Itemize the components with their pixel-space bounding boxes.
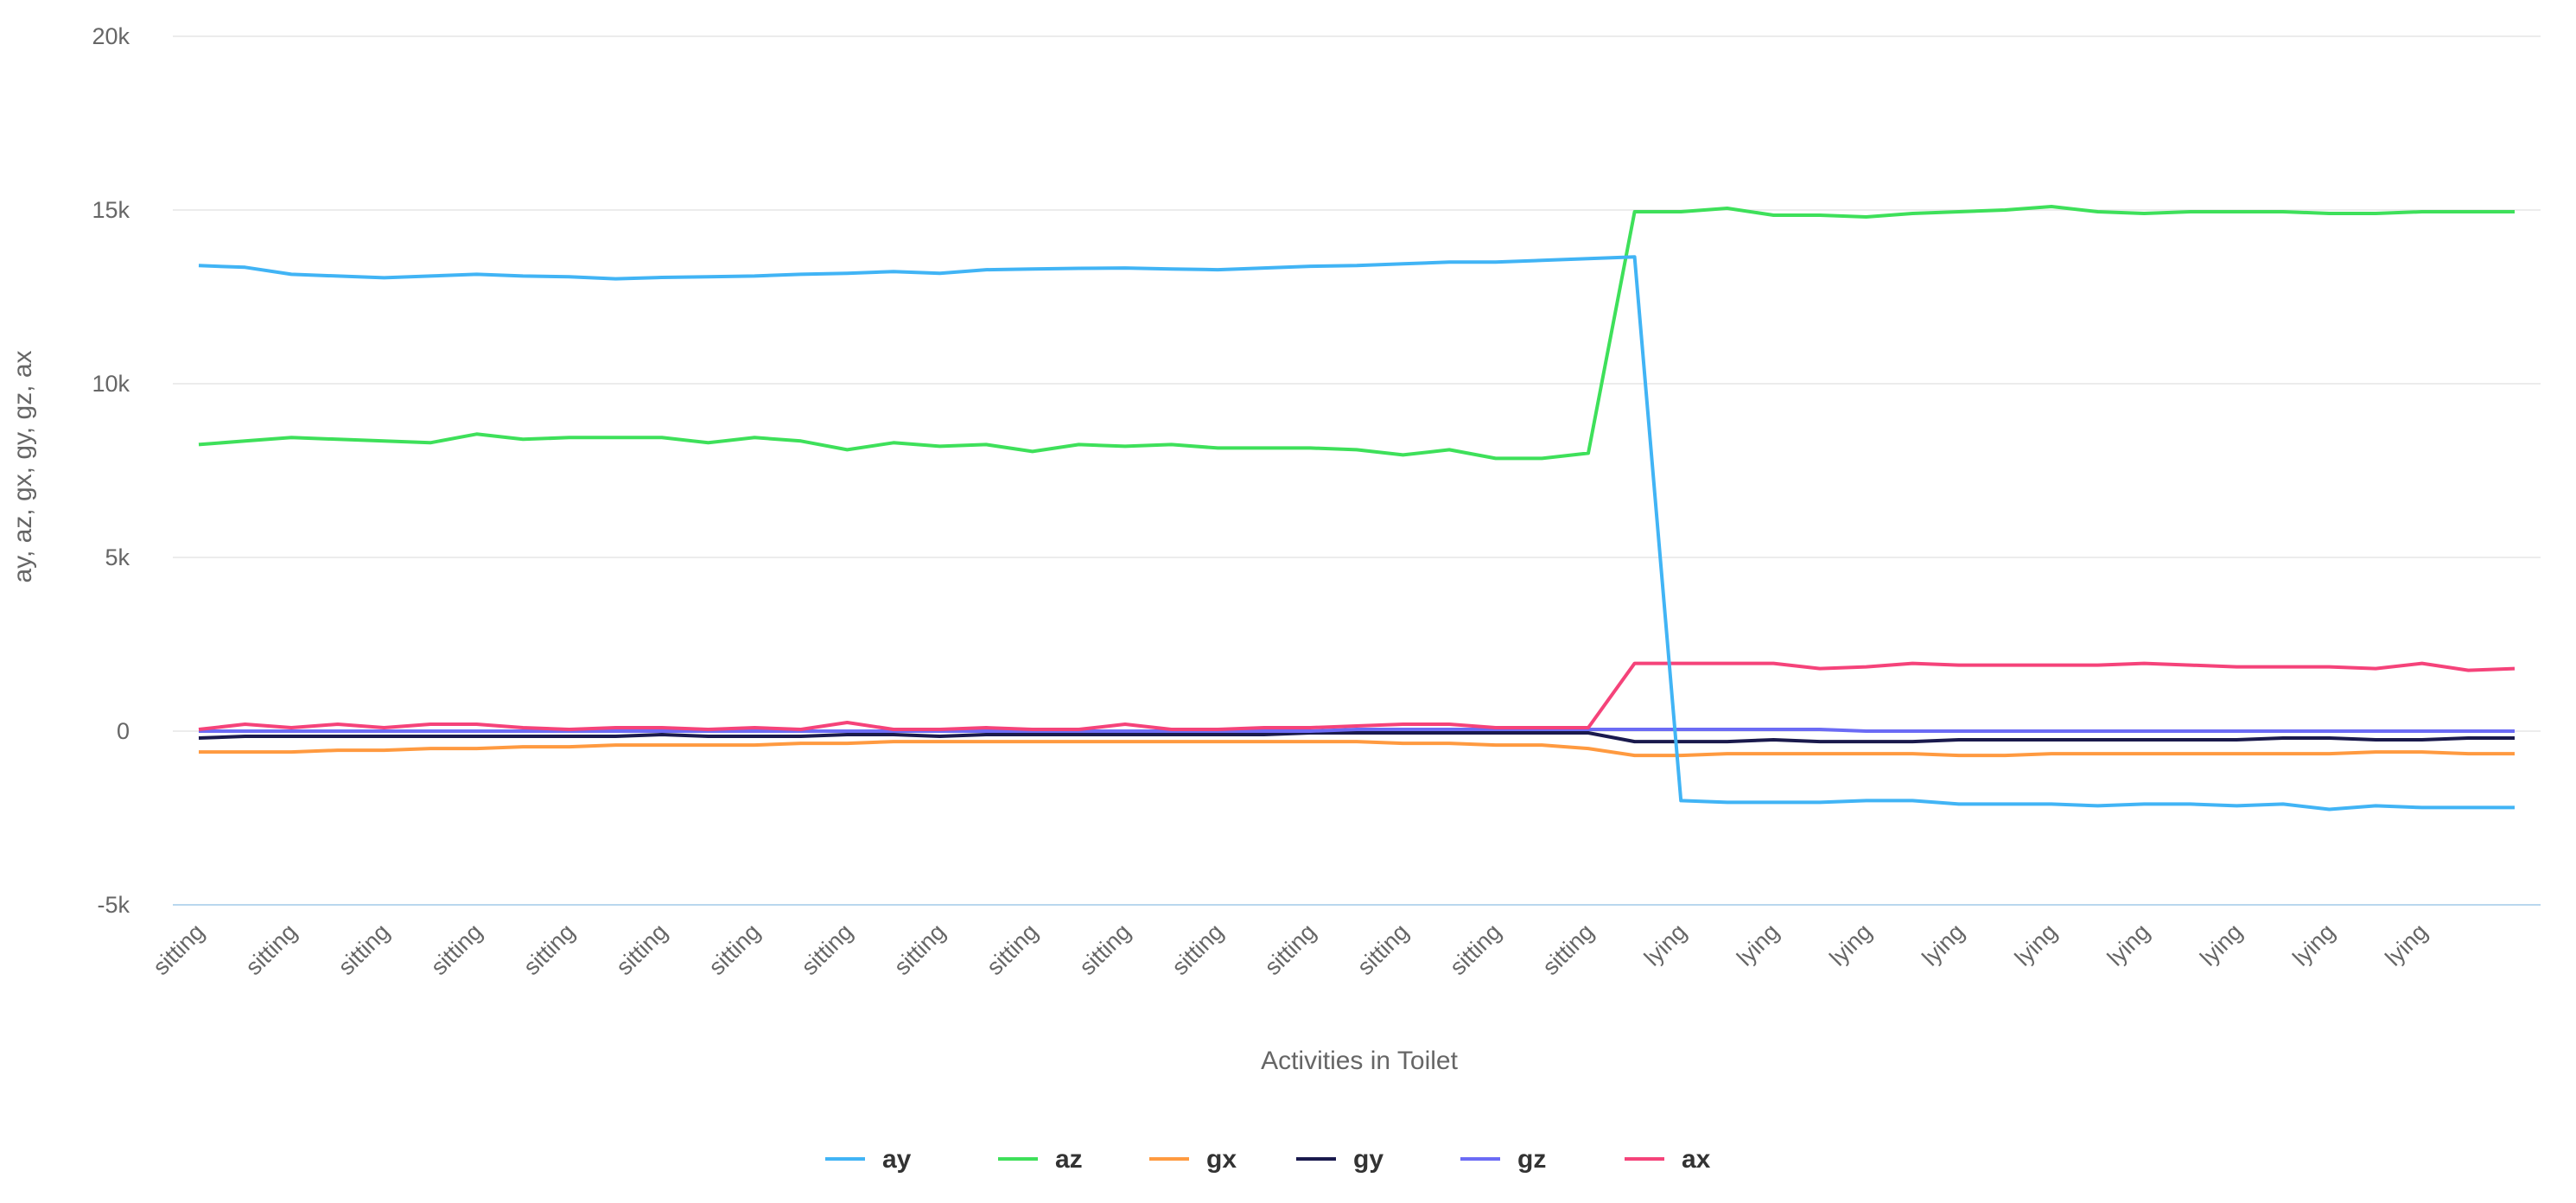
x-tick-label: sitting <box>518 919 580 980</box>
series-line-gx <box>199 740 2515 758</box>
x-tick-label: lying <box>1824 919 1876 971</box>
x-tick-label: sitting <box>334 919 395 980</box>
legend-label-gy[interactable]: gy <box>1353 1145 1383 1174</box>
plot-area <box>198 205 2516 812</box>
y-tick-label: -5k <box>97 892 130 918</box>
x-tick-label: sitting <box>1167 919 1228 980</box>
x-tick-label: sitting <box>1537 919 1599 980</box>
x-tick-label: sitting <box>1445 919 1506 980</box>
series-line-gy <box>198 731 2515 744</box>
legend-label-gz[interactable]: gz <box>1517 1145 1546 1174</box>
x-tick-label: lying <box>1732 919 1784 971</box>
series-line-ay <box>198 255 2515 812</box>
legend-label-ax[interactable]: ax <box>1682 1145 1711 1174</box>
x-tick-label: lying <box>2287 919 2339 971</box>
x-tick-label: sitting <box>148 919 209 980</box>
legend-label-gx[interactable]: gx <box>1206 1145 1237 1174</box>
x-tick-label: lying <box>2381 919 2433 971</box>
y-tick-label: 15k <box>92 197 130 223</box>
x-tick-label: sitting <box>982 919 1043 980</box>
series-line-ax <box>198 661 2516 731</box>
x-axis-title: Activities in Toilet <box>1261 1047 1459 1075</box>
x-tick-label: sitting <box>426 919 487 980</box>
legend-label-ay[interactable]: ay <box>882 1145 912 1174</box>
x-tick-label: lying <box>2010 919 2062 971</box>
y-tick-label: 0 <box>117 718 130 744</box>
grid <box>173 35 2541 906</box>
x-tick-label: lying <box>1918 919 1969 971</box>
x-tick-label: sitting <box>797 919 858 980</box>
series-line-az <box>198 205 2515 461</box>
y-tick-label: 5k <box>105 544 130 570</box>
legend: ay az gx gy gz ax <box>825 1145 1711 1174</box>
y-axis: -5k 0 5k 10k 15k 20k <box>92 23 130 918</box>
x-tick-label: sitting <box>240 919 302 980</box>
x-tick-label: sitting <box>1352 919 1414 980</box>
x-axis: sitting sitting sitting sitting sitting sitti… <box>148 919 2433 980</box>
x-tick-label: sitting <box>1074 919 1135 980</box>
x-tick-label: sitting <box>889 919 951 980</box>
legend-label-az[interactable]: az <box>1055 1145 1083 1174</box>
x-tick-label: lying <box>2195 919 2247 971</box>
x-tick-label: sitting <box>611 919 672 980</box>
series-line-gz <box>199 728 2515 733</box>
y-tick-label: 10k <box>92 371 130 397</box>
x-tick-label: lying <box>2102 919 2154 971</box>
x-tick-label: sitting <box>1260 919 1321 980</box>
x-tick-label: sitting <box>703 919 765 980</box>
x-tick-label: lying <box>1639 919 1691 971</box>
y-axis-title: ay, az, gx, gy, gz, ax <box>9 350 37 582</box>
y-tick-label: 20k <box>92 23 130 49</box>
